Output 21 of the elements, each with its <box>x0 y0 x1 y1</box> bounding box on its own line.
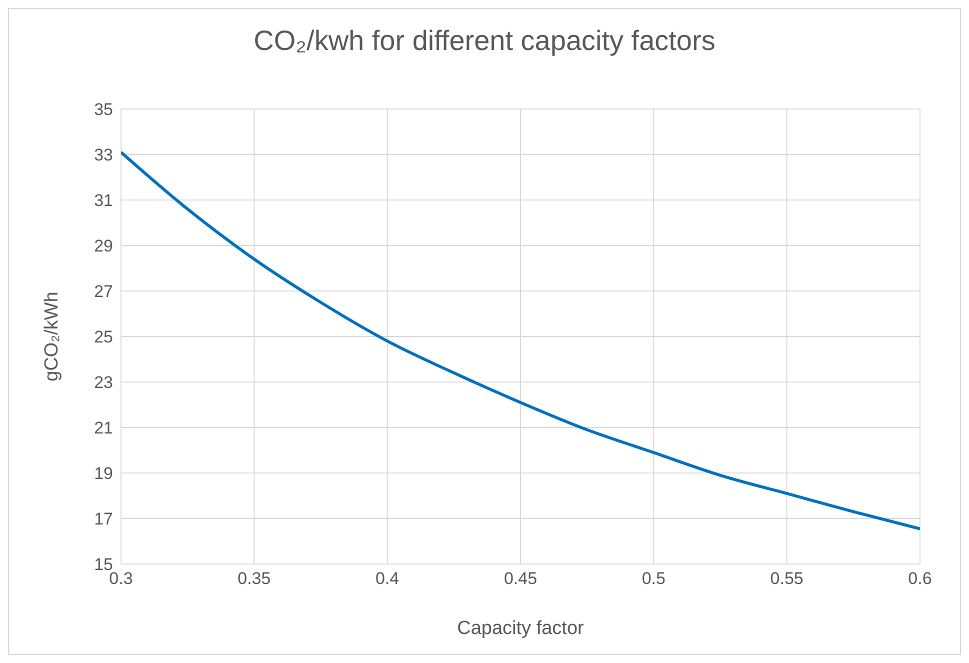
y-tick-label: 33 <box>94 146 113 165</box>
y-tick-label: 17 <box>94 510 113 529</box>
x-tick-label: 0.55 <box>770 569 804 588</box>
line-series <box>121 150 920 530</box>
y-tick-label: 21 <box>94 418 113 438</box>
y-tick-label: 19 <box>94 464 113 484</box>
x-tick-label: 0.45 <box>504 569 538 588</box>
y-tick-label: 35 <box>94 100 113 120</box>
x-axis-title: Capacity factor <box>457 618 585 639</box>
y-tick-label: 31 <box>94 191 113 210</box>
x-tick-label: 0.3 <box>109 569 133 588</box>
y-tick-label: 29 <box>94 236 113 256</box>
x-tick-label: 0.4 <box>376 569 400 588</box>
y-tick-label: 23 <box>94 373 113 392</box>
x-tick-label: 0.35 <box>238 569 271 588</box>
chart-title: CO₂/kwh for different capacity factors <box>252 24 716 58</box>
y-tick-label: 25 <box>94 328 113 347</box>
y-axis-title: gCO₂/kWh <box>42 292 63 382</box>
x-tick-label: 0.5 <box>642 569 666 588</box>
y-tick-label: 27 <box>94 282 113 302</box>
x-tick-label: 0.6 <box>908 569 932 588</box>
